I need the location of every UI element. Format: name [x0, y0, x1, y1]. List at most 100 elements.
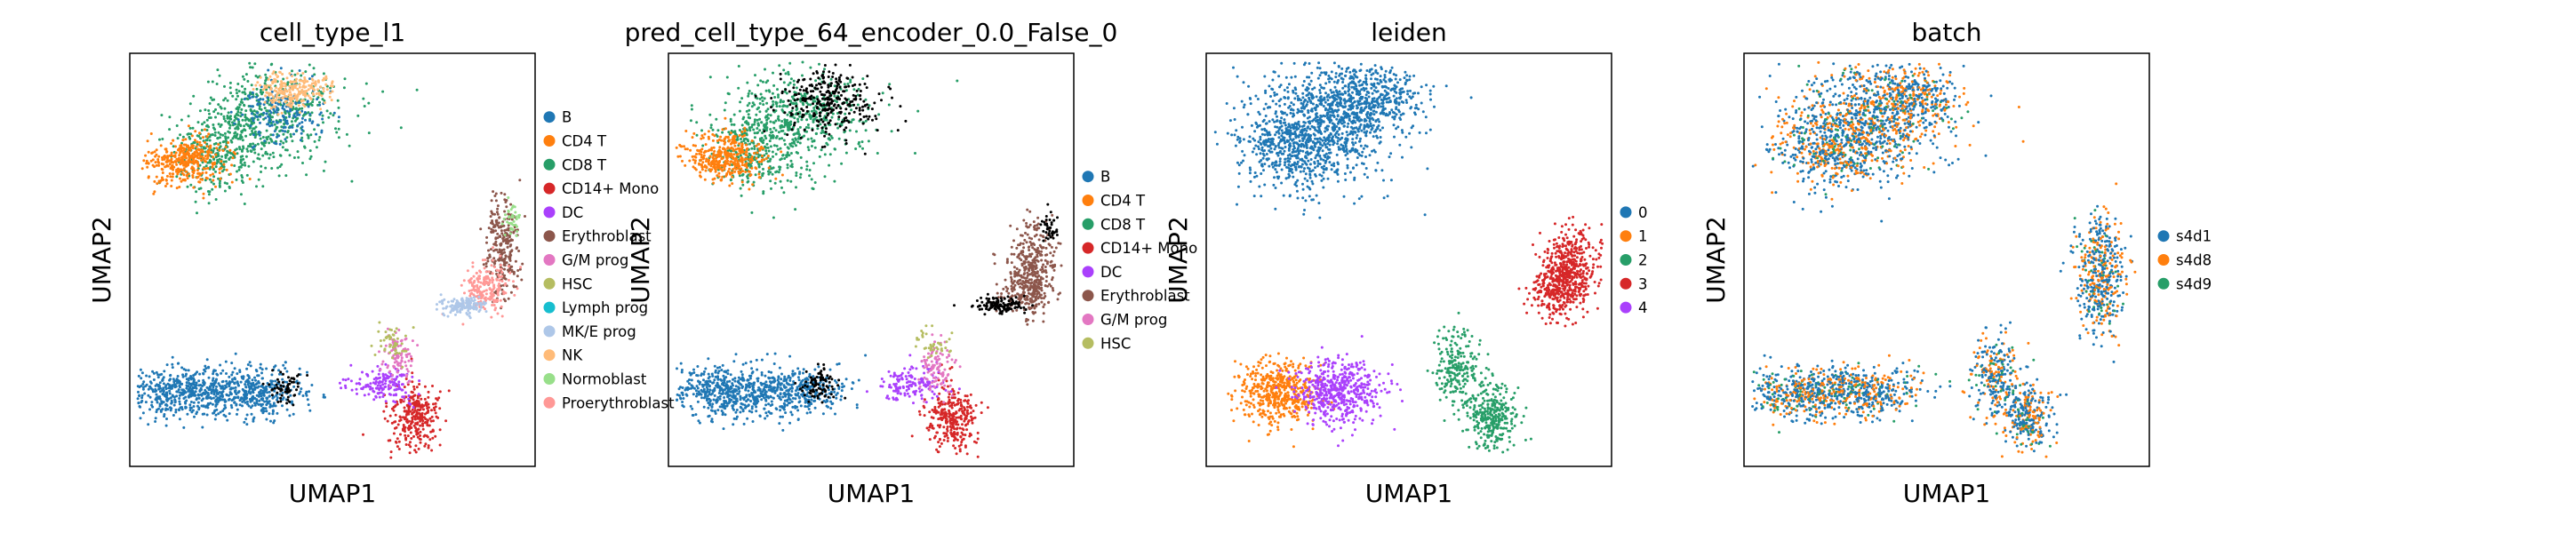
data-point [155, 163, 158, 167]
data-point [375, 386, 379, 390]
data-point [236, 118, 240, 122]
data-point [506, 245, 509, 249]
data-point [312, 67, 316, 70]
data-point [381, 383, 385, 386]
data-point [695, 133, 699, 137]
data-point [701, 157, 705, 161]
data-point [724, 174, 728, 178]
data-point [192, 401, 196, 404]
data-point [743, 129, 747, 132]
data-point [792, 83, 796, 86]
data-point [504, 291, 508, 295]
data-point [174, 151, 178, 155]
data-point [731, 182, 734, 186]
data-point [241, 139, 244, 142]
data-point [424, 418, 428, 420]
data-point [753, 152, 756, 155]
data-point [194, 154, 197, 157]
data-point [270, 62, 274, 66]
data-point [407, 397, 411, 401]
data-point [212, 175, 216, 179]
legend-label: DC [562, 204, 583, 221]
data-point [411, 380, 414, 384]
legend-swatch [543, 349, 556, 362]
data-point [207, 116, 211, 119]
data-point [401, 383, 404, 386]
data-point [282, 132, 285, 136]
data-point [750, 91, 754, 95]
data-point [343, 77, 347, 81]
data-point [261, 141, 265, 145]
data-point [856, 103, 860, 107]
data-point [337, 127, 340, 131]
data-point [769, 128, 772, 131]
data-point [407, 359, 411, 362]
data-point [183, 178, 187, 181]
data-point [248, 61, 252, 65]
data-point [843, 83, 846, 86]
data-point [379, 339, 382, 342]
data-point [388, 351, 391, 354]
data-point [807, 148, 811, 152]
data-point [249, 364, 252, 368]
data-point [268, 402, 272, 406]
data-point [380, 362, 384, 366]
data-point [789, 144, 793, 147]
data-point [740, 173, 744, 177]
data-point [373, 354, 377, 356]
data-point [710, 168, 714, 171]
data-point [331, 82, 333, 85]
data-point [202, 156, 204, 160]
data-point [163, 157, 166, 161]
data-point [467, 309, 470, 313]
data-point [347, 378, 350, 381]
data-point [796, 151, 799, 155]
data-point [691, 136, 694, 139]
data-point [689, 119, 692, 123]
data-point [281, 146, 284, 149]
data-point [159, 144, 163, 147]
data-point [299, 111, 302, 115]
data-point [394, 378, 397, 382]
data-point [411, 371, 414, 375]
data-point [195, 398, 198, 402]
scatter-points [675, 60, 1063, 458]
data-point [676, 155, 680, 158]
data-point [188, 409, 192, 412]
data-point [265, 410, 268, 413]
data-point [695, 121, 699, 124]
data-point [711, 139, 715, 142]
data-point [174, 384, 178, 387]
data-point [298, 92, 301, 96]
data-point [689, 148, 692, 152]
data-point [430, 449, 434, 452]
data-point [392, 333, 396, 337]
data-point [432, 419, 435, 423]
data-point [198, 140, 202, 144]
data-point [728, 167, 732, 171]
data-point [276, 391, 279, 394]
data-point [484, 262, 488, 266]
data-point [265, 418, 268, 421]
data-point [214, 170, 217, 173]
data-point [208, 139, 212, 142]
data-point [500, 226, 502, 229]
data-point [252, 119, 255, 123]
data-point [314, 83, 317, 85]
data-point [298, 85, 301, 89]
data-point [220, 166, 223, 170]
data-point [199, 384, 203, 386]
data-point [265, 112, 268, 115]
data-point [228, 126, 231, 130]
data-point [404, 391, 407, 394]
data-point [805, 118, 809, 122]
data-point [207, 376, 211, 379]
data-point [732, 123, 736, 126]
data-point [212, 377, 215, 380]
data-point [272, 107, 276, 111]
data-point [501, 237, 505, 240]
data-point [731, 175, 734, 179]
data-point [724, 101, 727, 105]
data-point [170, 386, 173, 390]
